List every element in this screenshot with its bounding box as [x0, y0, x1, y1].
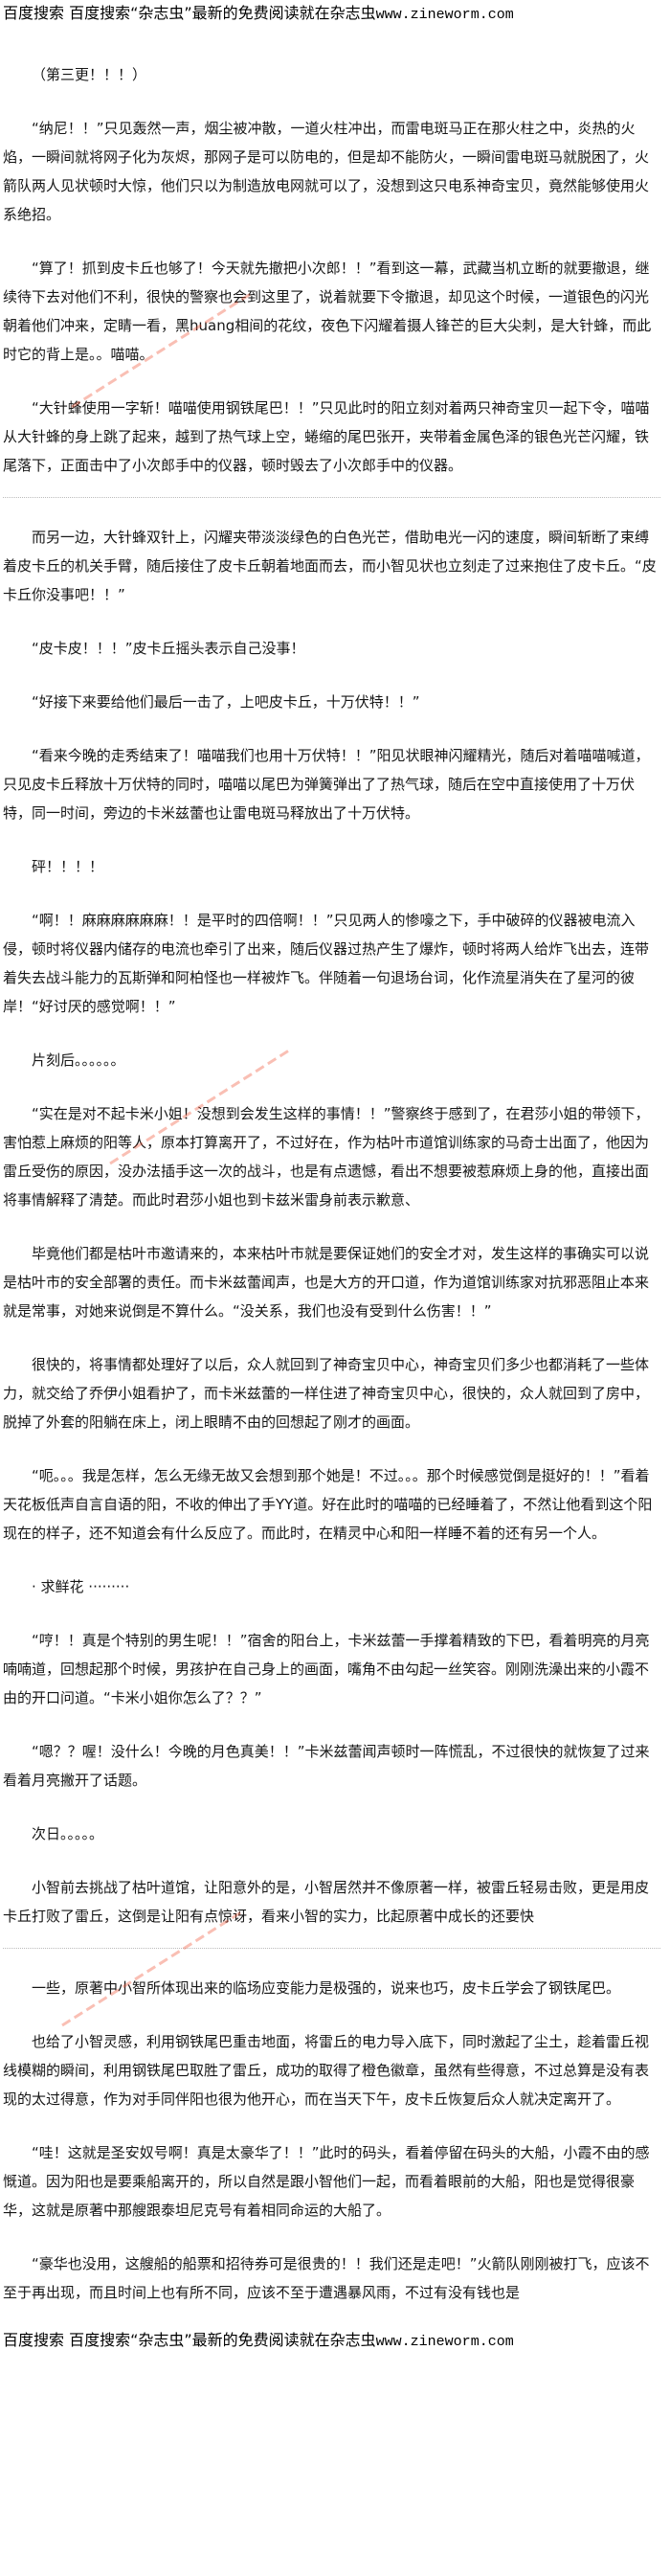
paragraph: “啊！！麻麻麻麻麻麻！！是平时的四倍啊！！”只见两人的惨嚎之下，手中破碎的仪器被…	[3, 912, 650, 1015]
paragraph: “哼！！真是个特别的男生呢！！”宿舍的阳台上，卡米兹蕾一手撑着精致的下巴，看着明…	[3, 1632, 650, 1706]
paragraph: “纳尼！！”只见轰然一声，烟尘被冲散，一道火柱冲出，而雷电斑马正在那火柱之中，炎…	[3, 120, 650, 223]
dotted-separator	[3, 497, 660, 498]
document: 百度搜索 百度搜索“杂志虫”最新的免费阅读就在杂志虫www.zineworm.c…	[3, 3, 660, 2353]
paragraph: “皮卡皮！！！”皮卡丘摇头表示自己没事！	[32, 640, 305, 657]
paragraph: 片刻后。。。。。。	[32, 1051, 125, 1069]
footer-banner: 百度搜索 百度搜索“杂志虫”最新的免费阅读就在杂志虫www.zineworm.c…	[3, 2330, 660, 2353]
banner-site-link[interactable]: www.zineworm.com	[375, 7, 514, 23]
request-flowers-note: · 求鲜花 ·········	[32, 1578, 130, 1595]
paragraph: 而另一边，大针蜂双针上，闪耀夹带淡淡绿色的白色光芒，借助电光一闪的速度，瞬间斩断…	[3, 529, 657, 603]
paragraph: 很快的，将事情都处理好了以后，众人就回到了神奇宝贝中心，神奇宝贝们多少也都消耗了…	[3, 1356, 650, 1431]
paragraph: 一些，原著中小智所体现出来的临场应变能力是极强的，说来也巧，皮卡丘学会了钢铁尾巴…	[32, 1979, 621, 1997]
paragraph: “看来今晚的走秀结束了！喵喵我们也用十万伏特！！”阳见状眼神闪耀精光，随后对着喵…	[3, 747, 650, 822]
paragraph: 毕竟他们都是枯叶市邀请来的，本来枯叶市就是要保证她们的安全才对，发生这样的事确实…	[3, 1245, 650, 1320]
header-banner: 百度搜索 百度搜索“杂志虫”最新的免费阅读就在杂志虫www.zineworm.c…	[3, 3, 660, 26]
paragraph: 砰！！！！	[32, 858, 104, 875]
banner-text: 百度搜索 百度搜索“杂志虫”最新的免费阅读就在杂志虫	[3, 2331, 376, 2349]
paragraph: “呃。。。我是怎样，怎么无缘无故又会想到那个她是！不过。。。那个时候感觉倒是挺好…	[3, 1467, 653, 1542]
paragraph: 次日。。。。。	[32, 1825, 104, 1842]
dotted-separator	[3, 1948, 660, 1949]
paragraph: “好接下来要给他们最后一击了，上吧皮卡丘，十万伏特！！”	[32, 693, 420, 711]
paragraph: 小智前去挑战了枯叶道馆，让阳意外的是，小智居然并不像原著一样，被雷丘轻易击败，更…	[3, 1879, 650, 1925]
paragraph: “哇！这就是圣安奴号啊！真是太豪华了！！”此时的码头，看着停留在码头的大船，小霞…	[3, 2144, 650, 2219]
paragraph: “实在是对不起卡米小姐！没想到会发生这样的事情！！”警察终于感到了，在君莎小姐的…	[3, 1105, 650, 1209]
paragraph: “大针蜂使用一字斩！喵喵使用钢铁尾巴！！”只见此时的阳立刻对着两只神奇宝贝一起下…	[3, 399, 650, 474]
chapter-note: （第三更！！！）	[32, 66, 147, 83]
paragraph: 也给了小智灵感，利用钢铁尾巴重击地面，将雷丘的电力导入底下，同时激起了尘土，趁着…	[3, 2033, 650, 2108]
paragraph: “豪华也没用，这艘船的船票和招待券可是很贵的！！我们还是走吧！”火箭队刚刚被打飞…	[3, 2255, 650, 2301]
paragraph: “嗯？？喔！没什么！今晚的月色真美！！”卡米兹蕾闻声顿时一阵慌乱，不过很快的就恢…	[3, 1743, 650, 1789]
paragraph: “算了！抓到皮卡丘也够了！今天就先撤把小次郎！！”看到这一幕，武藏当机立断的就要…	[3, 260, 652, 363]
banner-site-link[interactable]: www.zineworm.com	[375, 2334, 514, 2350]
banner-text: 百度搜索 百度搜索“杂志虫”最新的免费阅读就在杂志虫	[3, 4, 376, 22]
